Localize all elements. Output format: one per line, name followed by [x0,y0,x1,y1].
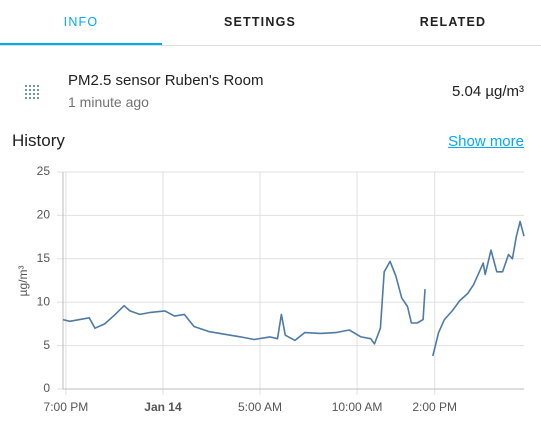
y-tick-label: 20 [37,208,51,222]
y-tick-label: 5 [43,338,50,352]
tab[interactable]: INFO [63,15,99,29]
history-title: History [12,131,65,150]
x-tick-label: Jan 14 [144,400,182,414]
show-more-link[interactable]: Show more [448,133,524,150]
entity-name: PM2.5 sensor Ruben's Room [68,72,264,89]
y-tick-label: 10 [37,294,51,308]
tab-bar: INFO SETTINGS RELATED [0,0,541,46]
x-tick-label: 2:00 PM [412,400,457,414]
data-line [62,220,525,357]
y-tick-label: 0 [43,381,50,395]
entity-icon [25,85,39,99]
y-tick-label: 15 [37,251,51,265]
x-tick-label: 10:00 AM [332,400,383,414]
y-tick-label: 25 [37,164,51,178]
x-tick-label: 7:00 PM [44,400,89,414]
y-axis-label: µg/m³ [16,266,30,297]
tab-indicator [0,43,162,45]
last-changed: 1 minute ago [68,94,149,110]
x-tick-label: 5:00 AM [238,400,282,414]
tab[interactable]: SETTINGS [223,15,297,29]
entity-state: 5.04 µg/m³ [451,83,524,100]
tab[interactable]: RELATED [419,15,487,29]
